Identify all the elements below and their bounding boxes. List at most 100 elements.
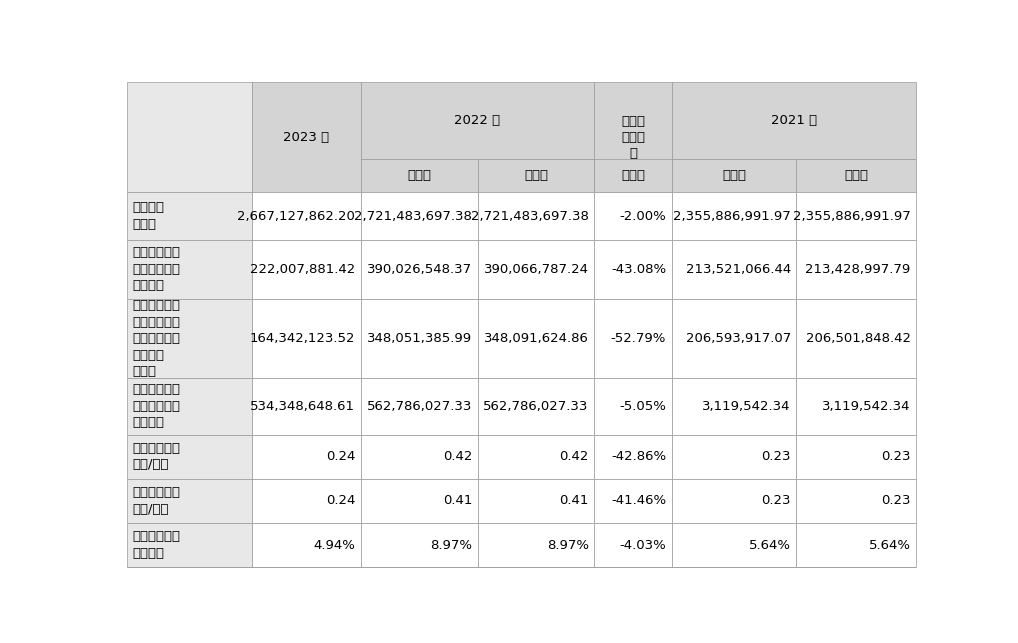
Bar [360,82,595,159]
Text: 164,342,123.52: 164,342,123.52 [249,332,355,345]
Text: 2,721,483,697.38: 2,721,483,697.38 [354,210,472,222]
Bar [127,240,251,299]
Text: 调整前: 调整前 [407,169,432,182]
Text: 2,355,886,991.97: 2,355,886,991.97 [673,210,791,222]
Text: 基本每股收益
（元/股）: 基本每股收益 （元/股） [132,442,181,471]
Text: 562,786,027.33: 562,786,027.33 [366,400,472,413]
Bar [360,192,477,240]
Text: 0.41: 0.41 [443,494,472,507]
Bar [477,240,595,299]
Text: 0.23: 0.23 [761,494,791,507]
Text: 534,348,648.61: 534,348,648.61 [250,400,355,413]
Bar [595,192,672,240]
Bar [251,82,360,192]
Bar [796,479,916,523]
Bar [360,299,477,379]
Text: 本年比
上年增
减: 本年比 上年增 减 [621,115,645,160]
Bar [672,240,796,299]
Bar [672,159,796,192]
Bar [251,479,360,523]
Bar [251,192,360,240]
Text: 206,501,848.42: 206,501,848.42 [805,332,911,345]
Bar [251,299,360,379]
Text: 调整后: 调整后 [524,169,548,182]
Bar [477,379,595,435]
Text: 经营活动产生
的现金流量净
额（元）: 经营活动产生 的现金流量净 额（元） [132,383,181,430]
Text: 390,066,787.24: 390,066,787.24 [484,263,588,276]
Text: 213,521,066.44: 213,521,066.44 [685,263,791,276]
Text: 3,119,542.34: 3,119,542.34 [823,400,911,413]
Bar [796,240,916,299]
Text: -42.86%: -42.86% [611,450,666,463]
Text: 222,007,881.42: 222,007,881.42 [250,263,355,276]
Text: 稀释每股收益
（元/股）: 稀释每股收益 （元/股） [132,486,181,516]
Text: -43.08%: -43.08% [611,263,666,276]
Text: 0.42: 0.42 [443,450,472,463]
Text: 562,786,027.33: 562,786,027.33 [484,400,588,413]
Bar [796,299,916,379]
Bar [672,523,796,567]
Bar [595,479,672,523]
Text: 0.24: 0.24 [326,450,355,463]
Bar [251,523,360,567]
Bar [796,523,916,567]
Bar [360,240,477,299]
Text: 0.41: 0.41 [560,494,588,507]
Bar [477,479,595,523]
Bar [127,299,251,379]
Bar [477,523,595,567]
Bar [127,192,251,240]
Bar [127,479,251,523]
Bar [672,379,796,435]
Bar [251,379,360,435]
Bar [595,82,672,192]
Bar [672,192,796,240]
Bar [672,479,796,523]
Bar [477,435,595,479]
Bar [127,379,251,435]
Bar [360,379,477,435]
Text: -5.05%: -5.05% [619,400,666,413]
Bar [251,435,360,479]
Text: 348,091,624.86: 348,091,624.86 [484,332,588,345]
Text: 调整后: 调整后 [844,169,868,182]
Bar [595,435,672,479]
Bar [127,435,251,479]
Text: 2,667,127,862.20: 2,667,127,862.20 [237,210,355,222]
Bar [672,435,796,479]
Text: 0.23: 0.23 [882,494,911,507]
Text: 2,355,886,991.97: 2,355,886,991.97 [793,210,911,222]
Bar [796,192,916,240]
Text: 调整后: 调整后 [621,169,645,182]
Text: 390,026,548.37: 390,026,548.37 [366,263,472,276]
Text: -41.46%: -41.46% [611,494,666,507]
Text: 5.64%: 5.64% [749,539,791,552]
Bar [595,159,672,192]
Text: 归属于上市公
司股东的扣除
非经常性损益
的净利润
（元）: 归属于上市公 司股东的扣除 非经常性损益 的净利润 （元） [132,299,181,378]
Text: 2023 年: 2023 年 [283,131,330,144]
Bar [477,159,595,192]
Bar [796,159,916,192]
Text: 5.64%: 5.64% [868,539,911,552]
Text: 营业收入
（元）: 营业收入 （元） [132,201,165,231]
Bar [796,435,916,479]
Text: 8.97%: 8.97% [430,539,472,552]
Text: 4.94%: 4.94% [314,539,355,552]
Text: 2021 年: 2021 年 [771,114,817,127]
Bar [360,523,477,567]
Bar [360,159,477,192]
Text: 206,593,917.07: 206,593,917.07 [685,332,791,345]
Text: 0.24: 0.24 [326,494,355,507]
Text: 3,119,542.34: 3,119,542.34 [702,400,791,413]
Bar [360,435,477,479]
Bar [477,299,595,379]
Bar [595,240,672,299]
Text: 2,721,483,697.38: 2,721,483,697.38 [471,210,588,222]
Text: 归属于上市公
司股东的净利
润（元）: 归属于上市公 司股东的净利 润（元） [132,246,181,292]
Text: -2.00%: -2.00% [619,210,666,222]
Bar [360,479,477,523]
Text: 213,428,997.79: 213,428,997.79 [805,263,911,276]
Bar [595,299,672,379]
Bar [672,82,916,159]
Text: 8.97%: 8.97% [547,539,588,552]
